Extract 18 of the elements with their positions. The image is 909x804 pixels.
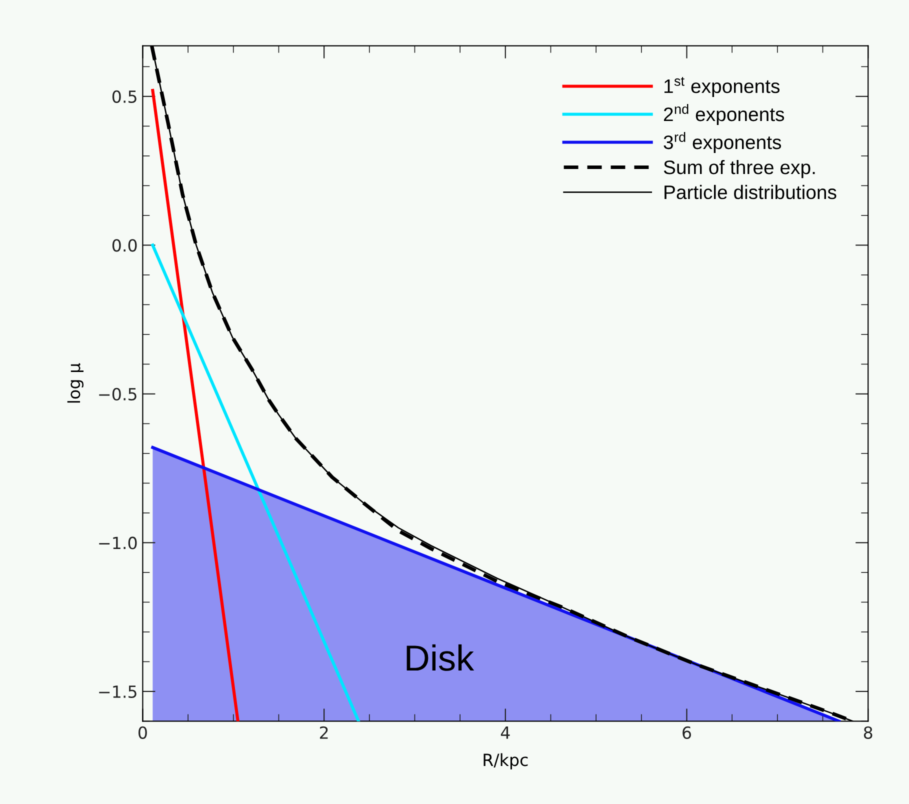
legend-label: Sum of three exp. — [664, 160, 815, 178]
y-tick-label: 0.0 — [112, 239, 137, 252]
y-axis-title: log μ — [67, 363, 84, 403]
x-axis-title: R/kpc — [484, 753, 528, 770]
x-tick-label: 8 — [864, 726, 872, 739]
x-tick-label: 2 — [320, 726, 328, 739]
x-tick-label: 4 — [500, 726, 510, 739]
x-tick-label: 6 — [682, 726, 691, 739]
annotation: Disk — [406, 644, 474, 671]
legend-label: 3$^{rd}$ exponents — [664, 132, 782, 154]
legend-label: 1$^{st}$ exponents — [664, 76, 780, 97]
y-tick-label: 0.5 — [112, 90, 136, 103]
y-tick-label: −1.5 — [99, 686, 136, 698]
x-tick-label: 0 — [138, 726, 147, 739]
legend-label: 2$^{nd}$ exponents — [664, 104, 784, 126]
legend-label: Particle distributions — [664, 184, 836, 200]
y-tick-label: −0.5 — [99, 388, 136, 400]
y-tick-label: −1.0 — [99, 536, 137, 550]
